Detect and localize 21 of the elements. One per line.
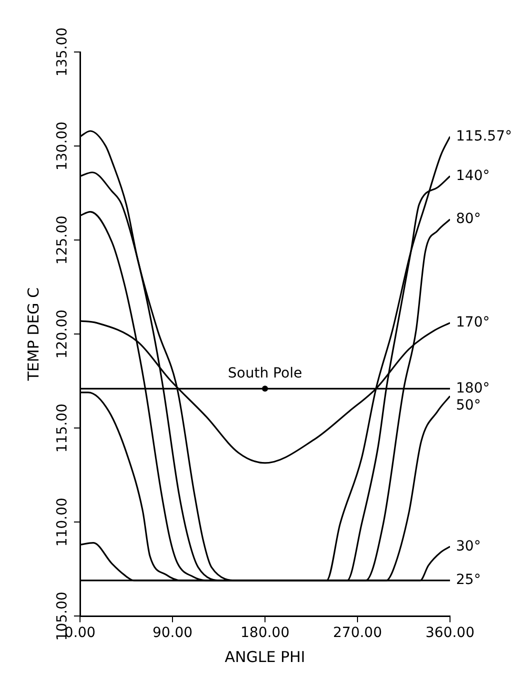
y-tick-label: 125.00 — [54, 216, 71, 265]
series-label: 25° — [456, 572, 481, 588]
y-tick-label: 135.00 — [54, 28, 71, 76]
x-tick-label: 90.00 — [152, 625, 193, 642]
x-tick-label: 360.00 — [426, 625, 474, 642]
x-axis-title: ANGLE PHI — [224, 648, 306, 666]
y-tick-label: 130.00 — [54, 122, 71, 171]
series-label: 170° — [456, 314, 490, 330]
series-label: 140° — [456, 168, 490, 184]
y-axis-title: TEMP DEG C — [24, 287, 42, 382]
y-tick-label: 120.00 — [54, 310, 71, 359]
y-tick-label: 110.00 — [54, 498, 71, 547]
y-tick-label: 115.00 — [54, 404, 71, 453]
series-label: 30° — [456, 538, 481, 554]
series-label: 180° — [456, 380, 490, 396]
series-label: 80° — [456, 211, 481, 228]
annotation: South Pole — [228, 365, 302, 382]
x-tick-label: 270.00 — [333, 625, 382, 642]
series-label: 50° — [456, 397, 481, 414]
series-label: 115.57° — [456, 128, 512, 144]
x-tick-label: 180.00 — [240, 625, 290, 642]
